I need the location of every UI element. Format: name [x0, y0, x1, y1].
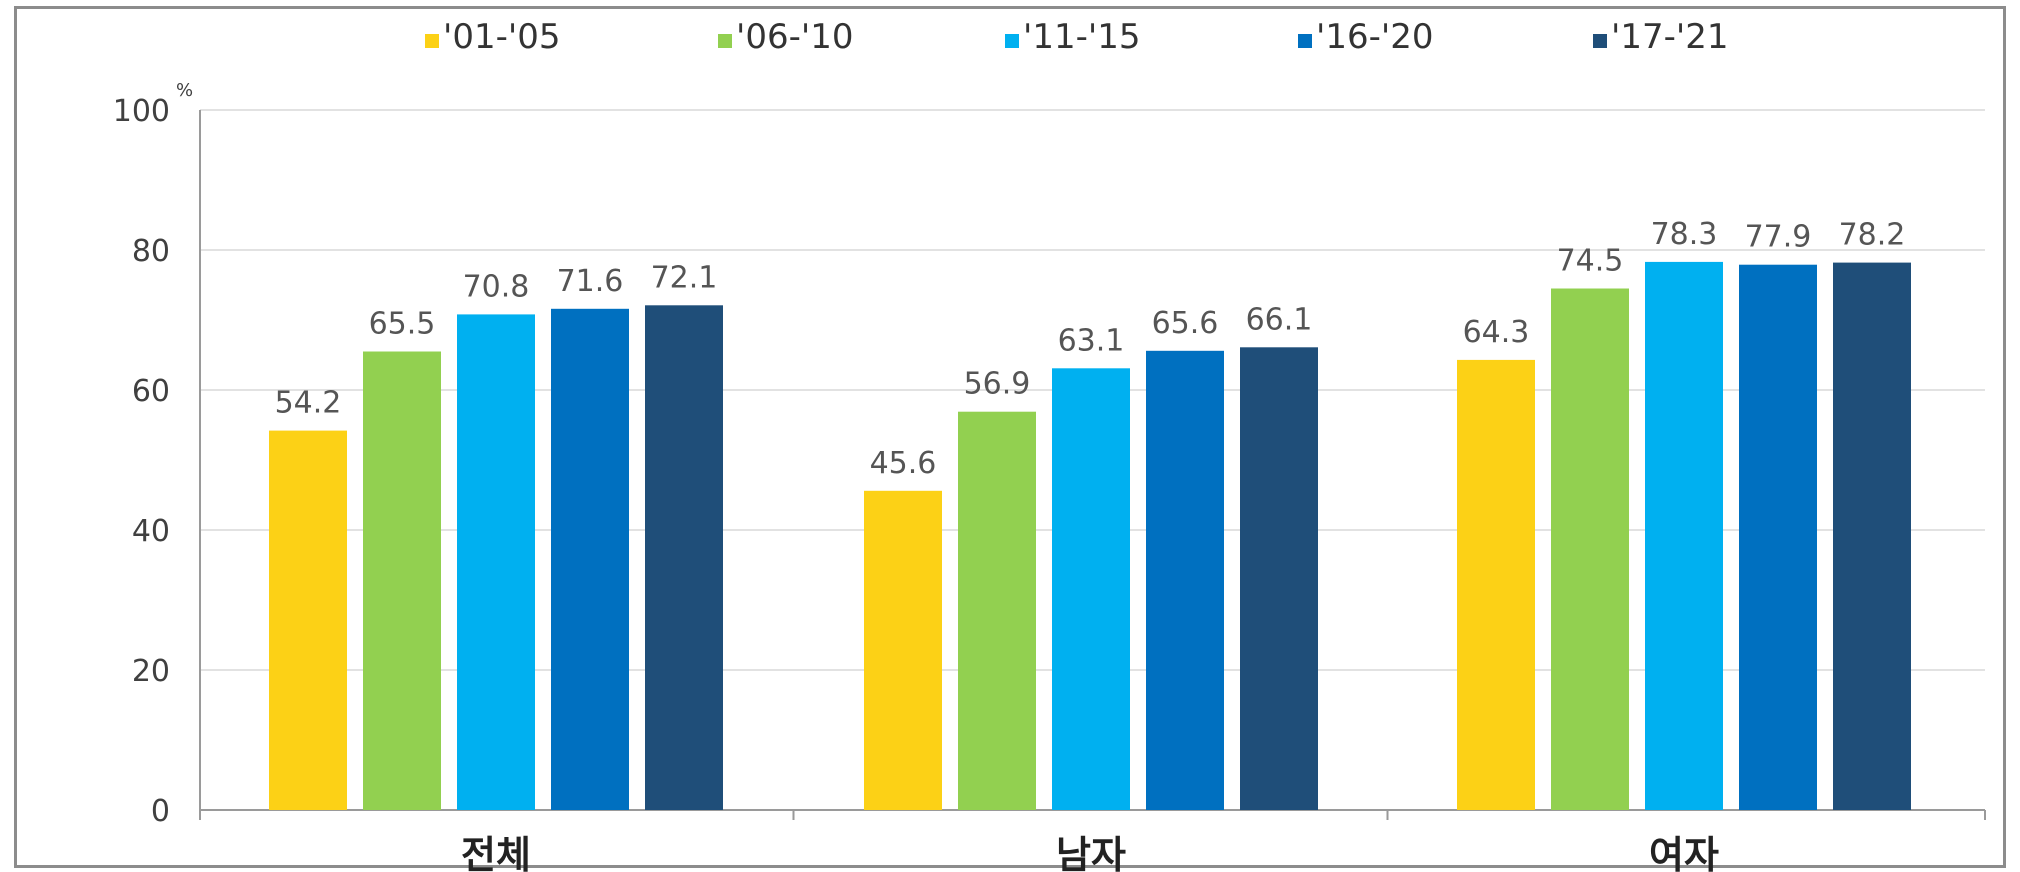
legend-swatch-2	[1005, 34, 1019, 48]
legend-label-0: '01-'05	[443, 17, 561, 57]
bar-2-3	[1739, 264, 1817, 810]
data-label-1-4: 66.1	[1246, 302, 1313, 337]
legend-swatch-3	[1298, 34, 1312, 48]
legend-swatch-1	[718, 34, 732, 48]
bar-0-0	[269, 430, 347, 810]
data-label-1-0: 45.6	[870, 446, 937, 481]
bar-1-0	[864, 490, 942, 810]
bars	[269, 261, 1911, 811]
bar-2-0	[1457, 359, 1535, 810]
bar-1-4	[1240, 347, 1318, 810]
bar-1-1	[958, 411, 1036, 810]
y-tick-label-20: 20	[132, 654, 170, 689]
bar-1-3	[1146, 350, 1224, 810]
y-tick-label-40: 40	[132, 514, 170, 549]
data-label-2-2: 78.3	[1651, 217, 1718, 252]
legend-label-4: '17-'21	[1611, 17, 1729, 57]
bar-0-3	[551, 308, 629, 810]
legend-label-2: '11-'15	[1023, 17, 1141, 57]
legend: '01-'05 '06-'10 '11-'15 '16-'20 '17-'21	[425, 17, 1729, 57]
legend-label-1: '06-'10	[736, 17, 854, 57]
bar-0-2	[457, 314, 535, 810]
y-tick-label-0: 0	[151, 794, 170, 829]
data-label-2-1: 74.5	[1557, 244, 1624, 279]
bar-2-4	[1833, 262, 1911, 811]
legend-swatch-4	[1593, 34, 1607, 48]
data-label-0-1: 65.5	[369, 307, 436, 342]
data-labels: 54.2 65.5 70.8 71.6 72.1 45.6 56.9 63.1 65.6 66.1…	[275, 217, 1906, 481]
x-category-label-1: 남자	[1056, 833, 1126, 872]
data-label-2-0: 64.3	[1463, 315, 1530, 350]
data-label-2-4: 78.2	[1839, 218, 1906, 253]
bar-2-1	[1551, 288, 1629, 810]
bar-2-2	[1645, 261, 1723, 810]
y-unit-label: %	[176, 80, 193, 101]
data-label-1-3: 65.6	[1152, 306, 1219, 341]
data-label-0-3: 71.6	[557, 264, 624, 299]
data-label-2-3: 77.9	[1745, 220, 1812, 255]
bar-1-2	[1052, 368, 1130, 810]
legend-swatch-0	[425, 34, 439, 48]
x-category-label-0: 전체	[461, 833, 531, 872]
y-tick-label-80: 80	[132, 234, 170, 269]
data-label-1-1: 56.9	[964, 367, 1031, 402]
data-label-1-2: 63.1	[1058, 323, 1125, 358]
data-label-0-0: 54.2	[275, 386, 342, 421]
x-category-label-2: 여자	[1649, 833, 1719, 872]
y-tick-label-60: 60	[132, 374, 170, 409]
bar-0-4	[645, 305, 723, 810]
data-label-0-2: 70.8	[463, 269, 530, 304]
bar-0-1	[363, 351, 441, 810]
y-tick-label-100: 100	[113, 94, 170, 129]
legend-label-3: '16-'20	[1316, 17, 1434, 57]
data-label-0-4: 72.1	[651, 260, 718, 295]
